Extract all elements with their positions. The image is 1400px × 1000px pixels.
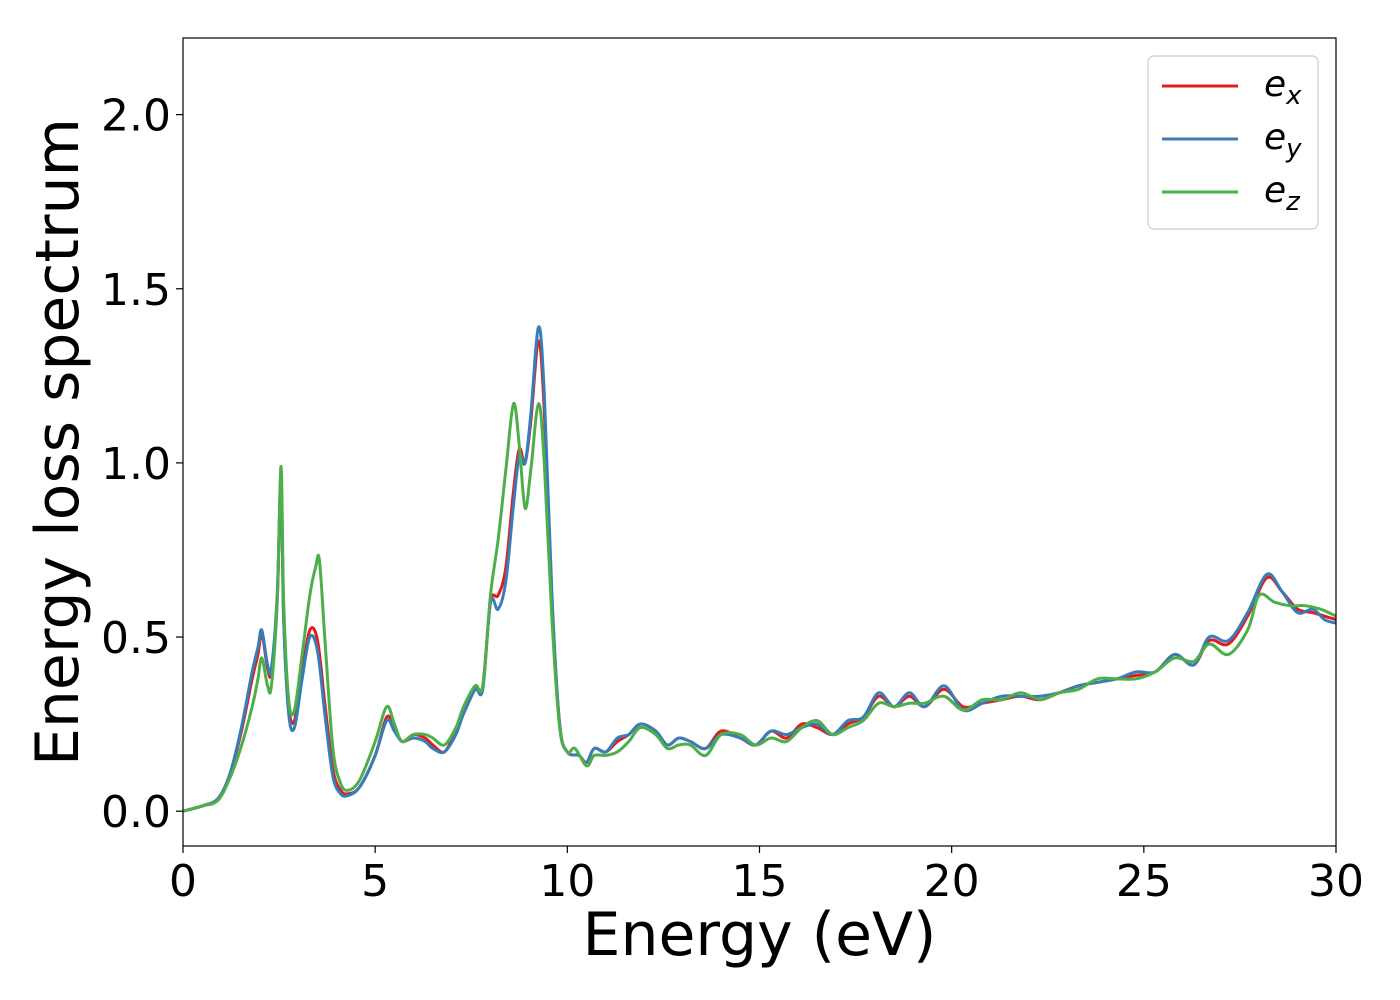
x-tick-label: 25	[1116, 856, 1172, 907]
y-tick-label: 2.0	[101, 91, 171, 142]
y-axis: 0.0 0.5 1.0 1.5 2.0	[101, 91, 183, 838]
series-line-y	[183, 325, 1336, 813]
legend-box	[1147, 55, 1319, 230]
legend-label-x: ex	[1264, 64, 1302, 111]
y-tick-label: 0.5	[101, 613, 171, 664]
x-tick-label: 15	[732, 856, 788, 907]
series-line-z	[183, 402, 1336, 813]
legend-label-z: ez	[1264, 170, 1301, 217]
x-axis: 0 5 10 15 20 25 30	[169, 846, 1364, 907]
plot-lines	[183, 325, 1336, 813]
x-tick-label: 20	[924, 856, 980, 907]
legend: ex ey ez	[1147, 55, 1319, 230]
legend-label-y: ey	[1264, 117, 1302, 164]
x-tick-label: 0	[169, 856, 197, 907]
y-tick-label: 1.0	[101, 439, 171, 490]
x-tick-label: 10	[539, 856, 595, 907]
y-tick-label: 0.0	[101, 787, 171, 838]
x-tick-label: 30	[1308, 856, 1364, 907]
x-tick-label: 5	[361, 856, 389, 907]
x-axis-title: Energy (eV)	[583, 900, 937, 970]
y-tick-label: 1.5	[101, 265, 171, 316]
y-axis-title: Energy loss spectrum	[23, 118, 93, 766]
